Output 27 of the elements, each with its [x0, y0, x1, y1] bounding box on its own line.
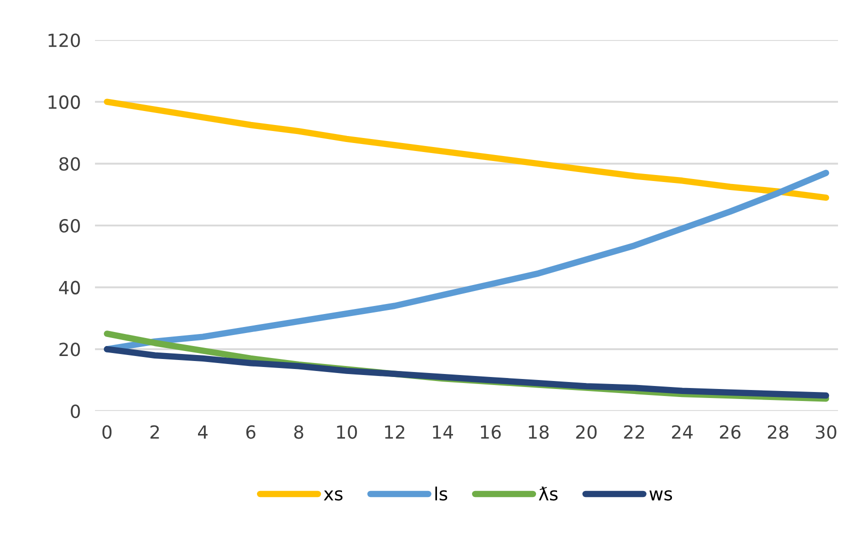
- x-tick-label: 18: [528, 425, 549, 439]
- y-tick-label: 80: [59, 157, 80, 171]
- legend-label: ws: [649, 490, 672, 501]
- x-tick-label: 28: [768, 425, 788, 439]
- x-tick-label: 20: [576, 425, 597, 439]
- x-tick-label: 30: [816, 425, 836, 439]
- x-tick-label: 12: [385, 425, 404, 439]
- legend-label: ƛs: [538, 486, 558, 501]
- y-tick-label: 0: [70, 404, 80, 418]
- y-tick-label: 20: [59, 342, 80, 356]
- y-tick-label: 40: [59, 280, 80, 294]
- x-tick-label: 8: [294, 425, 304, 439]
- x-tick-label: 4: [198, 425, 208, 439]
- y-tick-label: 100: [48, 95, 80, 109]
- x-tick-label: 24: [672, 425, 693, 439]
- x-tick-label: 6: [246, 425, 256, 439]
- y-tick-label: 120: [48, 33, 80, 48]
- y-tick-label: 60: [59, 218, 80, 233]
- legend-label: xs: [324, 490, 342, 501]
- x-tick-label: 0: [102, 425, 112, 439]
- x-tick-label: 2: [150, 425, 159, 439]
- x-tick-label: 26: [720, 425, 740, 439]
- x-tick-label: 16: [480, 425, 501, 439]
- x-tick-label: 22: [624, 425, 644, 439]
- legend-label: ls: [435, 486, 448, 501]
- x-tick-label: 10: [337, 425, 357, 439]
- x-tick-label: 14: [433, 425, 454, 439]
